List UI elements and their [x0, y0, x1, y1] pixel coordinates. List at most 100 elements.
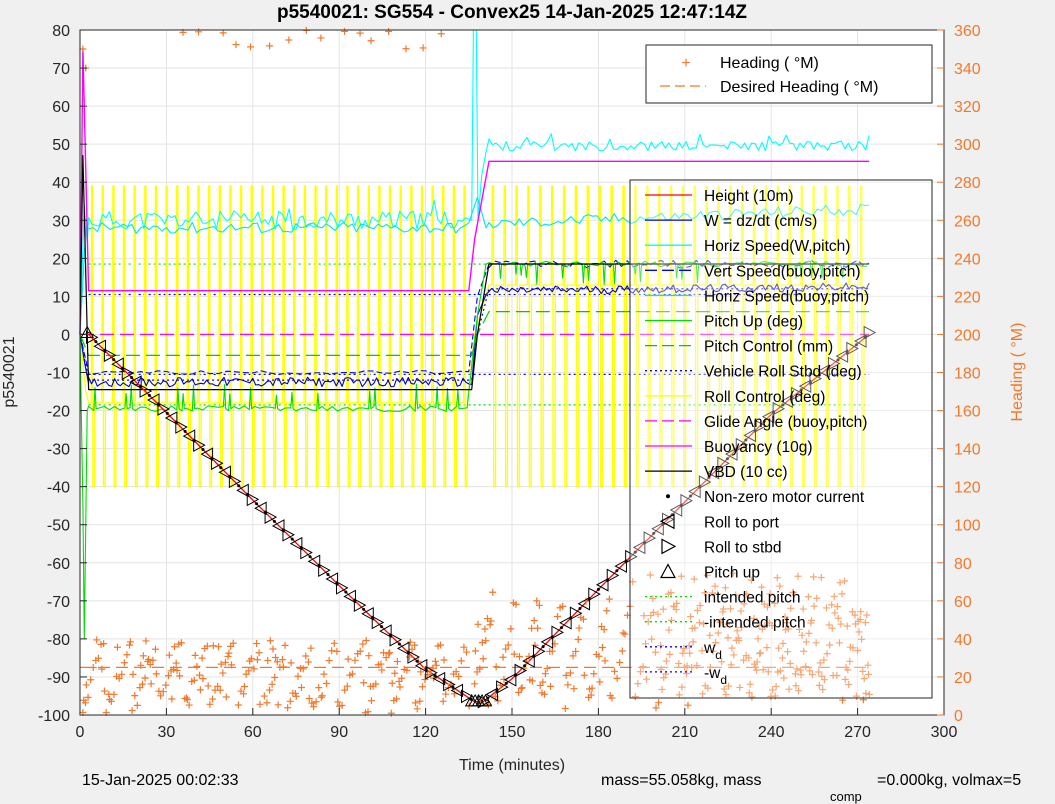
marker-left [182, 429, 196, 443]
heading-point [271, 673, 279, 681]
heading-point [861, 619, 869, 627]
heading-point [333, 647, 341, 655]
y-tick-label: 10 [52, 289, 70, 306]
heading-point [412, 699, 420, 707]
legend-main-box [629, 179, 933, 699]
heading-point [356, 29, 364, 37]
marker-left [289, 536, 303, 551]
marker-left [595, 577, 609, 592]
x-tick-label: 30 [158, 724, 176, 741]
heading-point [605, 595, 613, 603]
marker-right [300, 545, 313, 560]
heading-point [541, 670, 549, 678]
heading-point [286, 697, 294, 705]
heading-point [712, 639, 720, 647]
marker-motor-current [290, 537, 294, 541]
heading-point [266, 686, 274, 694]
legend-label: Buoyancy (10g) [704, 439, 813, 456]
heading-point [528, 677, 536, 685]
heading-point [183, 694, 191, 702]
marker-right [371, 615, 385, 630]
heading-point [753, 658, 761, 666]
heading-point [660, 674, 668, 682]
marker-right [643, 531, 657, 545]
legend-label-subscript: d [720, 673, 727, 687]
x-tick-label: 120 [412, 724, 439, 741]
heading-point [547, 682, 555, 690]
heading-point [159, 688, 167, 696]
heading-point [471, 680, 479, 688]
heading-point [804, 593, 812, 601]
heading-point [805, 629, 813, 637]
heading-point [859, 696, 867, 704]
heading-point [219, 669, 227, 677]
marker-right [407, 650, 420, 664]
heading-point [126, 641, 134, 649]
heading-point [287, 659, 295, 667]
heading-point [168, 695, 176, 703]
heading-point [706, 631, 714, 639]
marker-right [139, 384, 153, 398]
heading-point [800, 647, 808, 655]
heading-point [760, 600, 768, 608]
heading-point [737, 607, 745, 615]
marker-left [835, 349, 849, 363]
marker-motor-current [397, 642, 401, 646]
heading-point [418, 683, 426, 691]
heading-point [704, 684, 712, 692]
heading-point [795, 625, 803, 633]
heading-point [685, 641, 693, 649]
marker-right [246, 492, 260, 507]
footer-mass-text: mass=55.058kg, mass [601, 772, 762, 789]
y2-tick-label: 20 [954, 670, 972, 687]
legend-label: Vert Speed(buoy,pitch) [704, 263, 861, 280]
heading-point [687, 613, 695, 621]
legend-label: VBD (10 cc) [704, 464, 788, 481]
x-axis: 0 30 60 90 120 150 180 210 240 270 300 [76, 708, 957, 741]
y2-tick-label: 360 [954, 23, 981, 40]
heading-point [221, 658, 229, 666]
marker-left [271, 519, 285, 533]
heading-point [601, 657, 609, 665]
heading-point [837, 620, 845, 628]
heading-point [859, 667, 867, 675]
heading-point [785, 685, 793, 693]
heading-point [730, 651, 738, 659]
marker-left [361, 606, 374, 621]
heading-point [138, 680, 146, 688]
heading-point [732, 591, 740, 599]
heading-point [691, 624, 699, 632]
marker-right [389, 632, 403, 647]
heading-point [722, 691, 730, 699]
heading-point [413, 705, 421, 713]
heading-point [533, 597, 541, 605]
heading-point [157, 692, 165, 700]
marker-left [218, 465, 231, 480]
heading-point [318, 692, 326, 700]
series-vehicle-roll-stbd [79, 288, 870, 381]
heading-point [173, 666, 181, 674]
heading-point [763, 644, 771, 652]
heading-point [264, 656, 272, 664]
heading-point [778, 654, 786, 662]
heading-point [782, 619, 790, 627]
heading-point [362, 636, 370, 644]
heading-point [131, 692, 139, 700]
y-tick-label: 0 [61, 327, 70, 344]
heading-point [377, 660, 385, 668]
legend-swatch [659, 513, 675, 530]
heading-point [841, 577, 849, 585]
y-tick-label: -100 [38, 708, 70, 725]
heading-point [826, 641, 834, 649]
heading-point [780, 674, 788, 682]
heading-point [217, 660, 225, 668]
heading-point [437, 641, 445, 649]
heading-point [100, 687, 108, 695]
series-heading [79, 26, 873, 717]
marker-left [780, 394, 793, 409]
heading-point [649, 608, 657, 616]
heading-point [787, 604, 795, 612]
heading-point [281, 641, 289, 649]
heading-point [745, 689, 753, 697]
marker-left [688, 484, 701, 499]
